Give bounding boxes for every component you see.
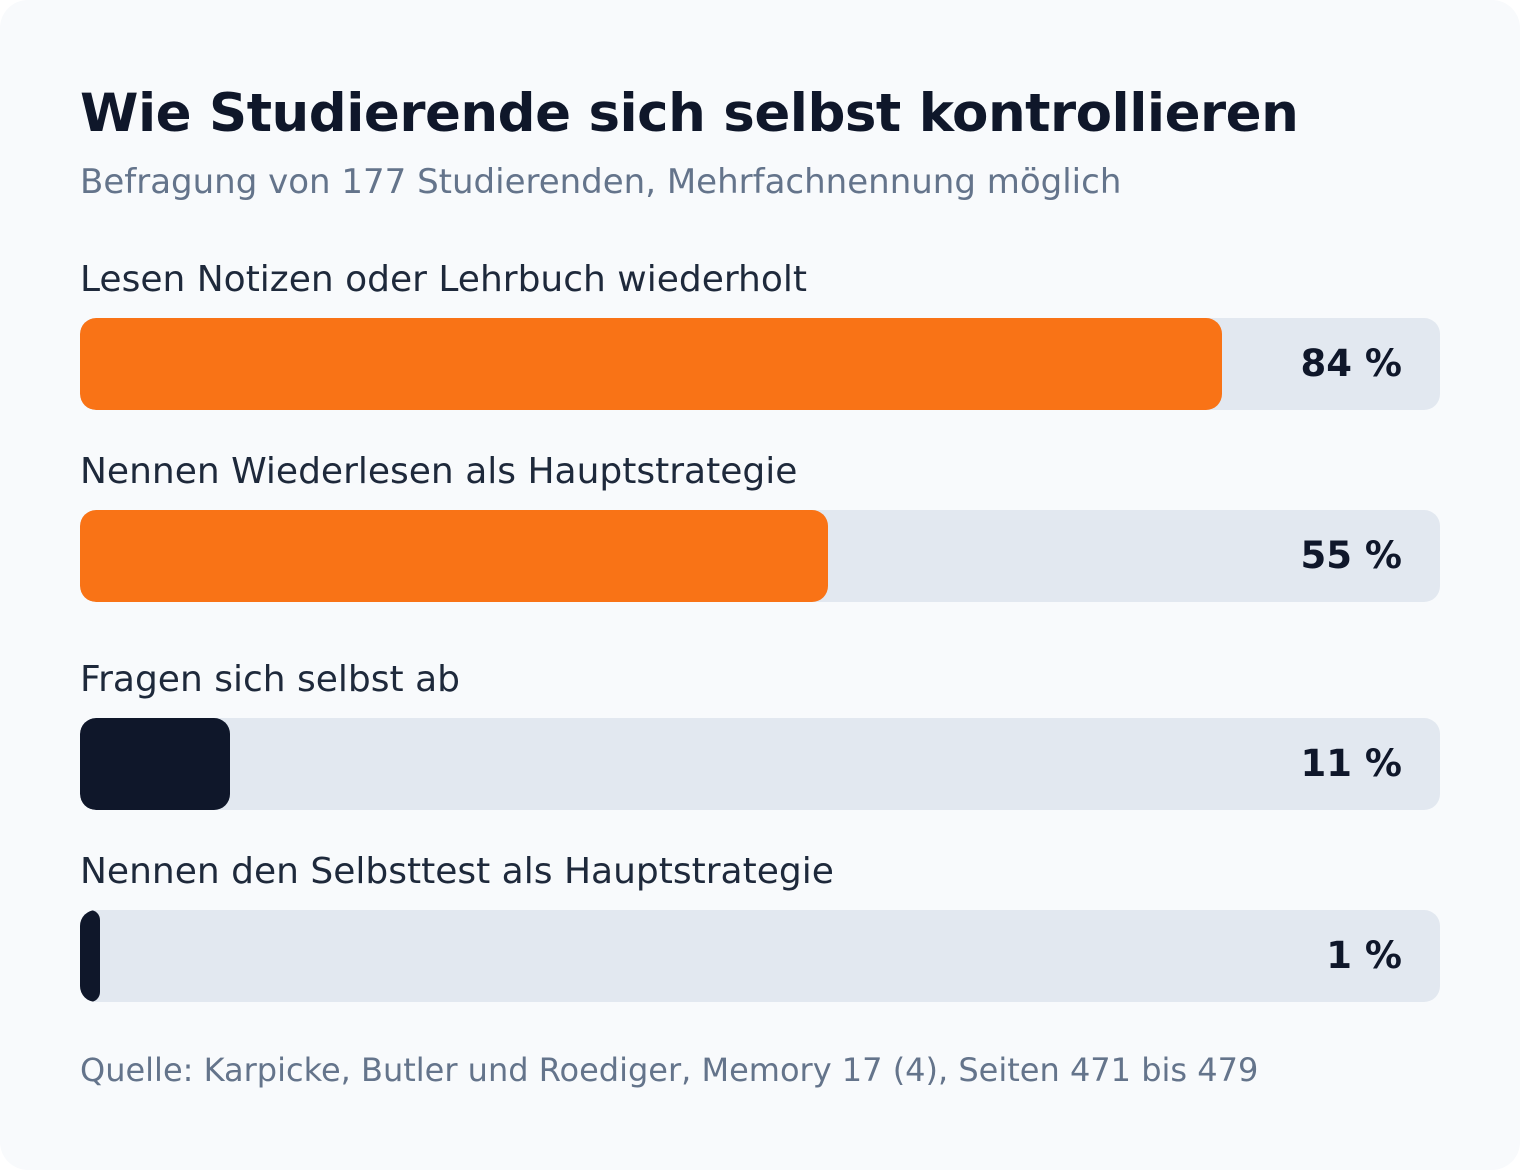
bar-track-2: 55 %	[80, 510, 1440, 602]
bar-label-4: Nennen den Selbsttest als Hauptstrategie	[80, 851, 834, 892]
bar-track-1: 84 %	[80, 318, 1440, 410]
bar-value-label-4: 1 %	[1326, 934, 1402, 977]
bar-label-1: Lesen Notizen oder Lehrbuch wiederholt	[80, 259, 808, 300]
bar-track-3: 11 %	[80, 718, 1440, 810]
bar-label-2: Nennen Wiederlesen als Hauptstrategie	[80, 451, 798, 492]
chart-title: Wie Studierende sich selbst kontrolliere…	[80, 83, 1299, 144]
source-note: Quelle: Karpicke, Butler und Roediger, M…	[80, 1051, 1259, 1089]
bar-value-label-1: 84 %	[1300, 342, 1402, 385]
bar-track-4: 1 %	[80, 910, 1440, 1002]
bar-3	[80, 718, 230, 810]
bar-value-label-2: 55 %	[1300, 534, 1402, 577]
bar-4	[80, 910, 100, 1002]
bar-label-3: Fragen sich selbst ab	[80, 659, 461, 700]
bar-2	[80, 510, 828, 602]
bar-value-label-3: 11 %	[1300, 742, 1402, 785]
bar-1	[80, 318, 1222, 410]
chart-subtitle: Befragung von 177 Studierenden, Mehrfach…	[80, 162, 1122, 202]
